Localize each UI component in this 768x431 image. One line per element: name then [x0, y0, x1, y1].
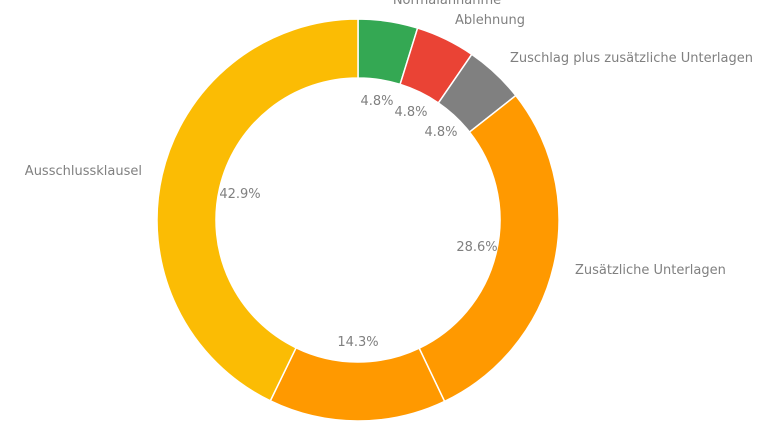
slice-percent-label: 4.8% — [360, 94, 393, 109]
slice-category-label: Zuschlag plus zusätzliche Unterlagen — [510, 51, 753, 66]
slice-percent-label: 14.3% — [337, 335, 378, 350]
slice-percent-label: 4.8% — [424, 125, 457, 140]
slice-percent-label: 4.8% — [394, 105, 427, 120]
slice-percent-label: 28.6% — [456, 240, 497, 255]
slice-category-label: Ablehnung — [455, 13, 525, 28]
donut-slice — [269, 346, 446, 422]
donut-slice — [418, 94, 560, 403]
slice-category-label: Zusätzliche Unterlagen — [575, 263, 726, 278]
slice-category-label: Normalannahme — [393, 0, 501, 8]
slice-percent-label: 42.9% — [219, 187, 260, 202]
slice-category-label: Ausschlussklausel — [25, 164, 142, 179]
donut-slice — [156, 18, 359, 402]
